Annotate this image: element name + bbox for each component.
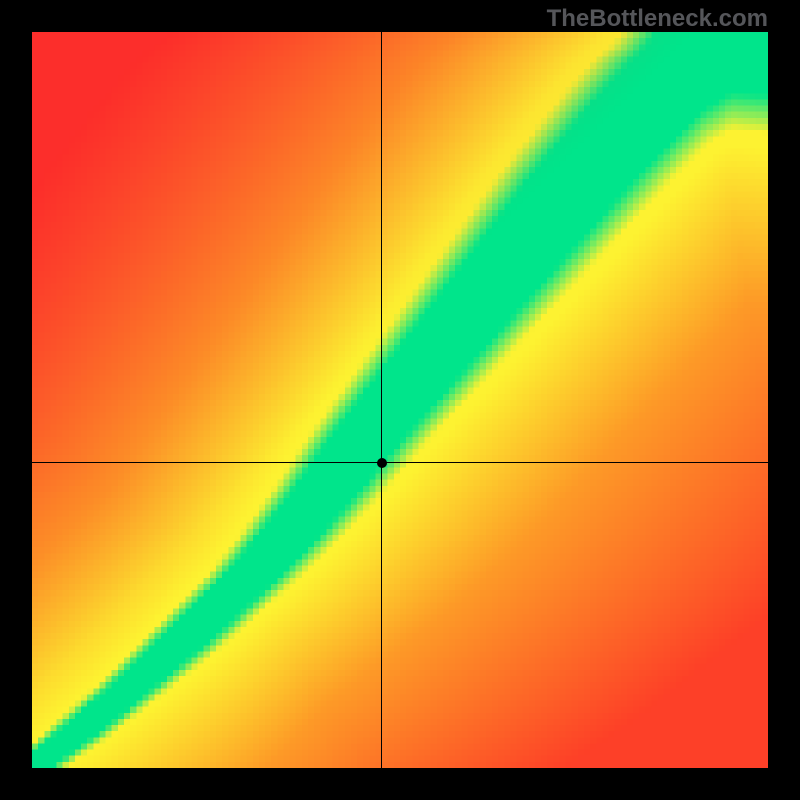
heatmap-canvas [32,32,768,768]
crosshair-horizontal [32,462,768,463]
crosshair-vertical [381,32,382,768]
chart-container: TheBottleneck.com [0,0,800,800]
watermark-text: TheBottleneck.com [547,5,768,33]
crosshair-point [377,458,387,468]
